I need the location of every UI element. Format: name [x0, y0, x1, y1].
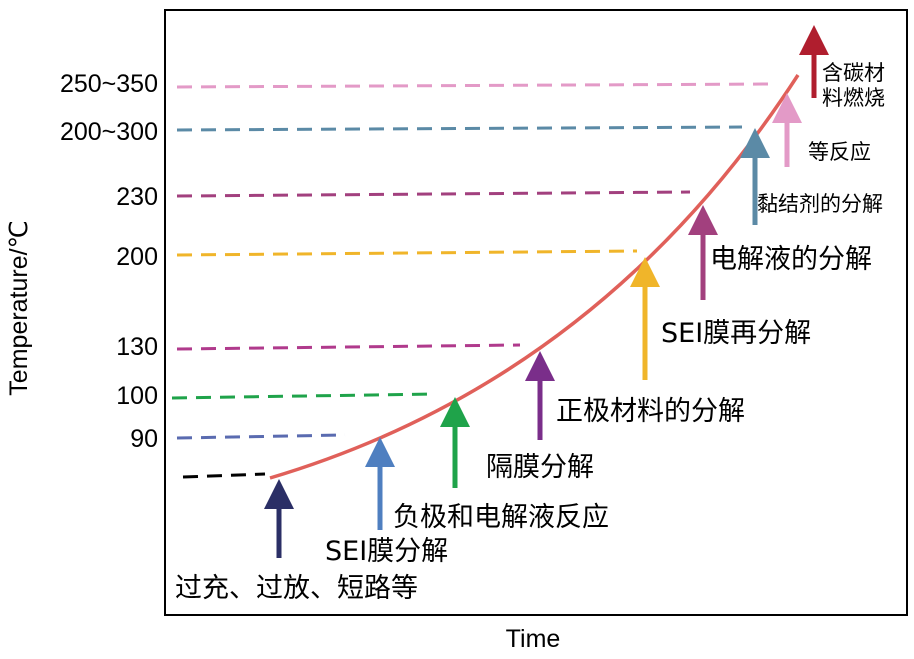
threshold-line: [182, 472, 266, 479]
temperature-curve: [269, 74, 800, 480]
x-axis-label: Time: [506, 625, 561, 653]
event-label-line-2: 料燃烧: [822, 86, 885, 110]
y-tick-label: 100: [116, 382, 158, 410]
y-axis-label: Temperature/℃: [5, 220, 33, 395]
event-label-line-1: 含碳材: [822, 61, 885, 85]
plot-frame: [164, 9, 908, 616]
event-label: 正极材料的分解: [556, 396, 745, 427]
event-label: 等反应: [808, 140, 871, 164]
threshold-lines: [171, 82, 771, 479]
y-tick-label: 130: [116, 333, 158, 361]
event-annotations: 过充、过放、短路等 SEI膜分解 负极和电解液反应 隔膜分解 正极材料的分解 S…: [175, 61, 892, 604]
event-label: SEI膜再分解: [661, 318, 811, 349]
y-tick-label: 200~300: [60, 118, 158, 146]
event-label: 电解液的分解: [710, 244, 872, 275]
event-label: 黏结剂的分解: [757, 192, 883, 216]
event-label: 过充、过放、短路等: [175, 573, 418, 604]
y-tick-label: 90: [130, 425, 158, 453]
y-tick-label: 230: [116, 183, 158, 211]
event-label: 负极和电解液反应: [393, 502, 609, 533]
event-label: SEI膜分解: [325, 536, 448, 567]
y-tick-label: 250~350: [60, 70, 158, 98]
event-arrows: [264, 25, 829, 558]
event-label: 隔膜分解: [486, 452, 594, 483]
y-tick-labels: 250~350 200~300 230 200 130 100 90: [60, 70, 158, 453]
y-tick-label: 200: [116, 243, 158, 271]
threshold-line: [176, 82, 771, 89]
event-label: 含碳材 料燃烧: [822, 61, 892, 110]
threshold-line: [176, 190, 691, 198]
threshold-line: [176, 433, 346, 440]
threshold-line: [176, 125, 743, 132]
threshold-line: [176, 249, 638, 257]
threshold-line: [176, 343, 521, 351]
threshold-line: [171, 392, 436, 400]
